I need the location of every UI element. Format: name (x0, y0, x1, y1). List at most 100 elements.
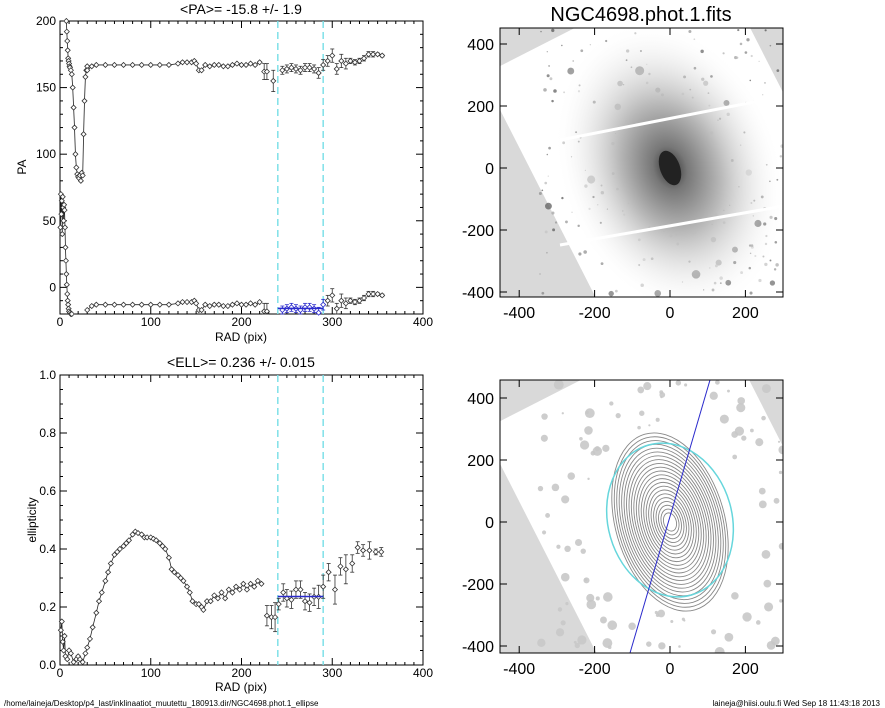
masked-blob (602, 638, 613, 648)
masked-blob (579, 440, 590, 450)
data-point (111, 301, 118, 308)
data-point (195, 601, 202, 608)
data-point (63, 270, 70, 278)
data-point (72, 151, 79, 158)
star (547, 175, 549, 177)
masked-blob (778, 542, 783, 550)
masked-blob (594, 446, 600, 452)
y-tick-label: -400 (462, 639, 494, 656)
masked-blob (564, 545, 571, 553)
star (546, 153, 549, 156)
data-point (351, 298, 359, 306)
data-point (174, 300, 182, 307)
masked-blob (670, 620, 674, 624)
isophote-contour (660, 508, 680, 536)
y-tick-label: 0 (485, 515, 494, 532)
y-tick-label: 400 (467, 37, 494, 54)
data-point (280, 589, 287, 596)
star (608, 290, 614, 297)
star (749, 79, 752, 82)
data-point (297, 67, 304, 74)
y-tick-label: 50 (43, 214, 57, 228)
data-point (58, 197, 65, 204)
data-point (138, 61, 145, 69)
pa-line (629, 380, 711, 653)
data-point (263, 308, 270, 315)
data-point (229, 301, 236, 308)
star (552, 228, 556, 232)
data-point (311, 65, 318, 73)
data-point (242, 301, 250, 308)
data-point (77, 177, 84, 184)
masked-blob (545, 513, 551, 518)
data-point (70, 104, 77, 111)
star (773, 268, 777, 271)
x-tick-label: -400 (503, 661, 535, 678)
masked-blob (727, 389, 730, 393)
star (746, 38, 750, 42)
star (546, 51, 548, 53)
y-tick-label: 0 (49, 280, 56, 294)
data-point (64, 656, 71, 663)
data-point (320, 61, 327, 69)
star (776, 69, 780, 73)
star (735, 56, 739, 59)
masked-blob (731, 592, 739, 600)
data-point (254, 577, 261, 584)
masked-blob (637, 425, 641, 430)
data-point (331, 586, 339, 593)
y-tick-label: 200 (467, 99, 494, 116)
masked-blob (541, 413, 548, 420)
star (775, 263, 779, 267)
star (722, 52, 725, 55)
data-point (68, 71, 75, 78)
data-point (247, 300, 254, 307)
data-point (193, 60, 200, 67)
ell-y-label: ellipticity (25, 497, 39, 542)
data-point (71, 124, 78, 131)
masked-blob (734, 426, 745, 436)
masked-blob (750, 428, 754, 433)
star (764, 29, 767, 32)
data-point (374, 51, 381, 58)
data-point (84, 67, 91, 74)
masked-blob (684, 383, 688, 387)
data-point (84, 306, 91, 314)
data-point (174, 60, 182, 67)
masked-blob (678, 645, 681, 648)
star (539, 273, 541, 275)
masked-blob (715, 380, 720, 385)
masked-blob (709, 391, 718, 400)
isophote-contour (643, 481, 697, 563)
masked-blob (560, 620, 566, 626)
x-tick-label: 100 (141, 666, 161, 680)
pa-y-label: PA (15, 159, 29, 174)
data-point (73, 164, 80, 171)
data-point (64, 297, 71, 304)
star (541, 189, 544, 192)
star (549, 77, 553, 81)
data-point (93, 609, 100, 616)
data-point (198, 306, 205, 314)
masked-blob (655, 417, 660, 422)
data-point (207, 598, 214, 605)
data-point (224, 302, 231, 310)
data-point (177, 574, 184, 582)
series-line (60, 531, 262, 663)
star (561, 44, 563, 47)
masked-blob (602, 444, 610, 452)
data-point (80, 131, 87, 138)
masked-blob (741, 435, 747, 441)
masked-blob (758, 500, 767, 509)
x-tick-label: 0 (57, 315, 64, 329)
data-point (61, 207, 68, 214)
data-point (243, 586, 251, 593)
masked-blob (560, 572, 570, 582)
data-point (360, 55, 368, 62)
masked-blob (778, 445, 783, 455)
star (578, 252, 582, 256)
masked-blob (710, 629, 717, 635)
isophote-contour (662, 512, 678, 532)
data-point (263, 612, 270, 619)
star (565, 220, 568, 224)
